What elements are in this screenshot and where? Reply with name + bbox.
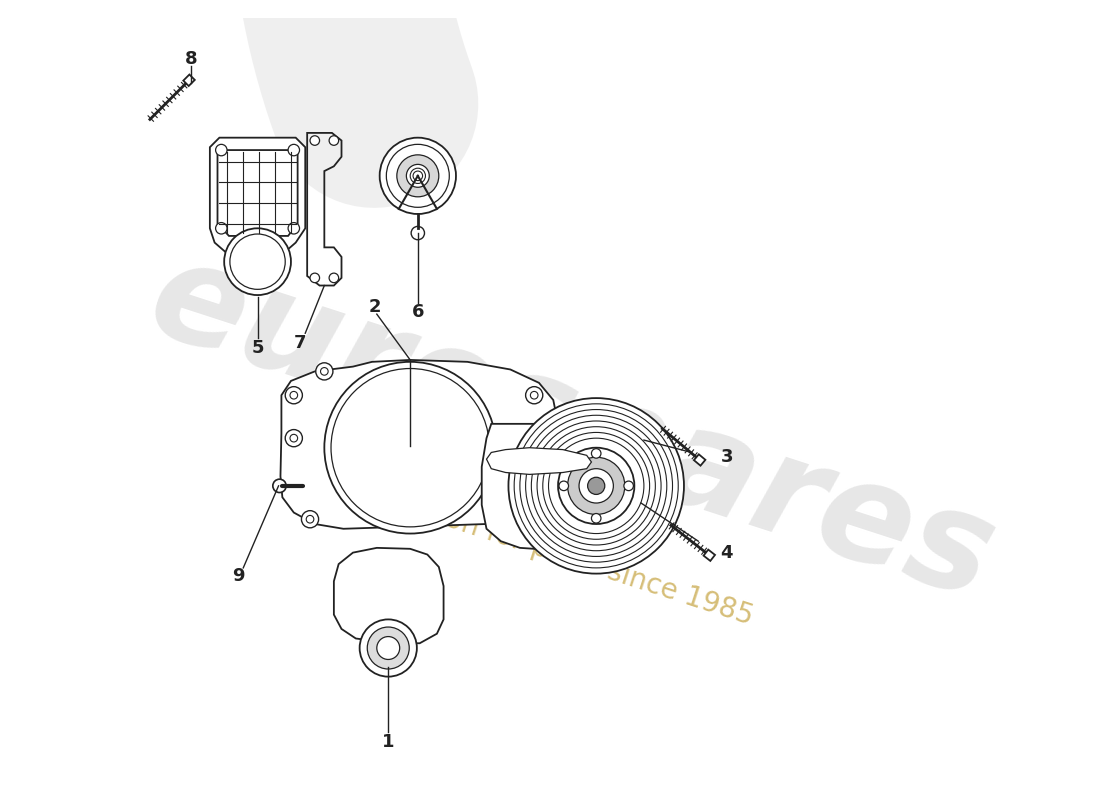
Text: 4: 4 [720,544,733,562]
Circle shape [290,391,298,399]
Circle shape [320,367,328,375]
Text: 2: 2 [368,298,381,315]
Polygon shape [704,550,715,561]
Polygon shape [184,74,195,86]
Text: 5: 5 [251,338,264,357]
Circle shape [285,430,303,446]
Circle shape [530,391,538,399]
Circle shape [397,155,439,197]
Circle shape [516,510,524,518]
Circle shape [310,136,320,146]
Circle shape [230,234,285,290]
Text: 3: 3 [720,448,733,466]
Circle shape [568,458,625,514]
Text: 8: 8 [185,50,197,69]
Circle shape [273,479,286,493]
Circle shape [379,138,456,214]
Circle shape [410,168,426,183]
Circle shape [290,434,298,442]
Circle shape [542,434,550,442]
Text: 1: 1 [382,733,395,750]
Text: eurospares: eurospares [134,229,1011,629]
Polygon shape [218,150,298,236]
Text: a passion for parts since 1985: a passion for parts since 1985 [350,474,757,630]
Polygon shape [486,448,592,474]
Circle shape [559,481,569,490]
Circle shape [329,273,339,282]
Circle shape [537,430,554,446]
Polygon shape [210,138,306,259]
Circle shape [216,144,227,156]
Circle shape [526,386,542,404]
Circle shape [224,228,290,295]
Circle shape [367,627,409,669]
Circle shape [288,144,299,156]
Circle shape [592,449,601,458]
Circle shape [310,273,320,282]
Polygon shape [482,424,647,550]
Circle shape [316,362,333,380]
Circle shape [301,510,319,528]
Circle shape [512,506,528,523]
Circle shape [624,481,634,490]
Circle shape [331,369,490,527]
Circle shape [587,478,605,494]
Circle shape [386,144,449,207]
Text: 9: 9 [232,567,244,586]
Circle shape [216,222,227,234]
Polygon shape [280,360,558,529]
Circle shape [306,515,313,523]
Polygon shape [334,548,443,643]
Circle shape [558,448,635,524]
Circle shape [285,386,303,404]
Circle shape [411,226,425,240]
Circle shape [329,136,339,146]
Circle shape [412,171,422,181]
Text: 7: 7 [294,334,307,352]
Polygon shape [694,454,705,466]
Circle shape [508,398,684,574]
Circle shape [288,222,299,234]
Circle shape [360,619,417,677]
Text: 6: 6 [411,303,425,322]
Circle shape [406,164,429,187]
Circle shape [592,514,601,523]
Circle shape [579,469,614,503]
Circle shape [377,637,399,659]
Circle shape [324,362,496,534]
